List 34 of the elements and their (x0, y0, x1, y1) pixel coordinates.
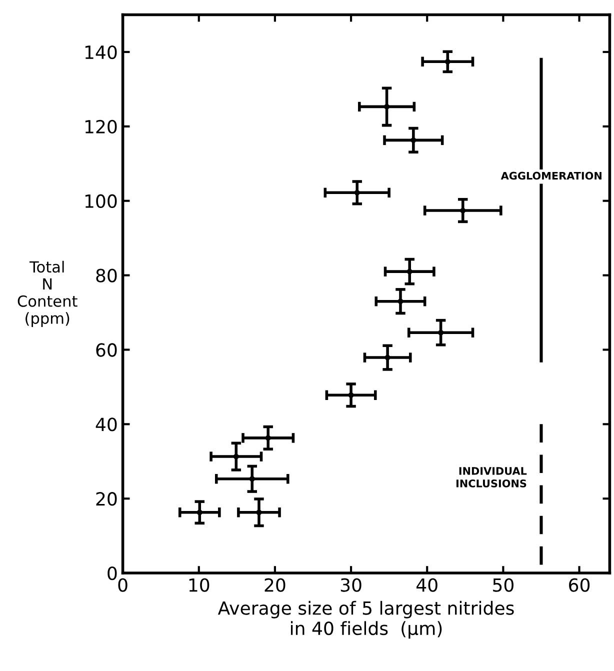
x-axis-title: Average size of 5 largest nitrides in 40 fields (μm) (218, 600, 514, 639)
point (398, 298, 404, 304)
x-tick-label: 40 (416, 578, 438, 592)
point (196, 510, 202, 516)
y-axis-title: Total N Content (ppm) (18, 260, 78, 327)
point (384, 104, 390, 110)
point (460, 208, 466, 214)
x-tick-label: 0 (118, 578, 128, 592)
y-tick-label: 80 (96, 268, 117, 282)
point (384, 354, 390, 360)
point (410, 137, 416, 143)
y-tick-label: 100 (85, 194, 117, 208)
y-tick-label: 20 (96, 492, 117, 506)
point (233, 454, 239, 460)
x-tick-label: 50 (493, 578, 514, 592)
y-tick-label: 120 (85, 120, 117, 134)
y-tick-label: 140 (85, 45, 117, 60)
x-tick-label: 10 (189, 578, 210, 592)
x-tick-label: 20 (264, 578, 286, 592)
point (249, 476, 255, 482)
y-tick-label: 60 (96, 343, 117, 357)
point (256, 510, 262, 516)
point (265, 435, 271, 441)
y-tick-label: 40 (96, 418, 117, 432)
point (348, 392, 354, 398)
x-tick-label: 60 (569, 578, 590, 592)
annotation: AGGLOMERATION (500, 172, 602, 180)
point (406, 268, 412, 274)
y-tick-label: 0 (108, 566, 117, 580)
annotation: INDIVIDUAL INCLUSIONS (456, 467, 527, 488)
point (438, 330, 444, 336)
x-tick-label: 30 (340, 578, 362, 592)
point (444, 58, 450, 64)
point (354, 190, 360, 196)
